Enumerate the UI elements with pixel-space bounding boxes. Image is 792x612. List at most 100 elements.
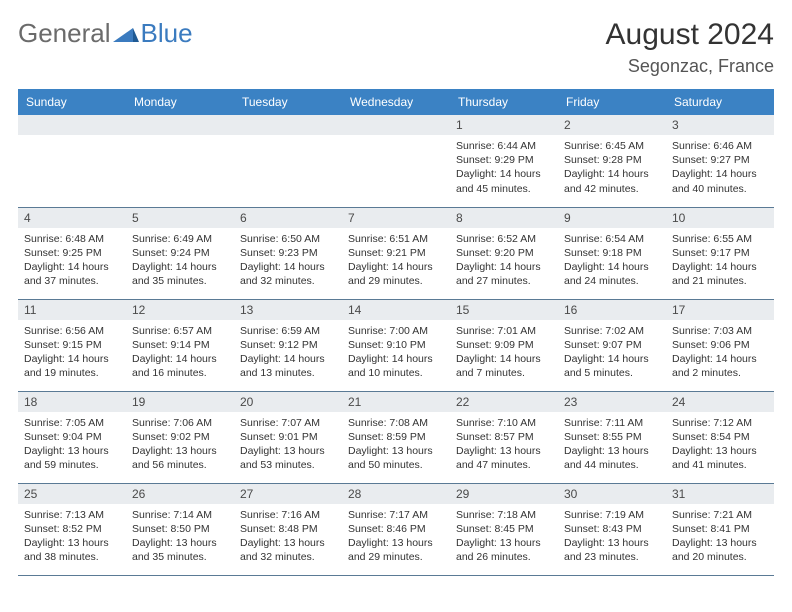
calendar-day-cell: 22Sunrise: 7:10 AMSunset: 8:57 PMDayligh… [450, 391, 558, 483]
day-number: 12 [126, 300, 234, 320]
sunrise-text: Sunrise: 7:14 AM [132, 508, 228, 522]
daylight-text: Daylight: 13 hours and 38 minutes. [24, 536, 120, 564]
day-body [126, 135, 234, 143]
daylight-text: Daylight: 13 hours and 23 minutes. [564, 536, 660, 564]
day-body [18, 135, 126, 143]
sunrise-text: Sunrise: 6:50 AM [240, 232, 336, 246]
day-body: Sunrise: 7:02 AMSunset: 9:07 PMDaylight:… [558, 320, 666, 385]
day-body: Sunrise: 7:11 AMSunset: 8:55 PMDaylight:… [558, 412, 666, 477]
calendar-day-cell: 2Sunrise: 6:45 AMSunset: 9:28 PMDaylight… [558, 115, 666, 207]
sunrise-text: Sunrise: 7:12 AM [672, 416, 768, 430]
calendar-day-cell: 3Sunrise: 6:46 AMSunset: 9:27 PMDaylight… [666, 115, 774, 207]
calendar-day-cell [126, 115, 234, 207]
sunset-text: Sunset: 9:24 PM [132, 246, 228, 260]
day-number: 9 [558, 208, 666, 228]
daylight-text: Daylight: 13 hours and 44 minutes. [564, 444, 660, 472]
sunset-text: Sunset: 9:10 PM [348, 338, 444, 352]
sunset-text: Sunset: 9:18 PM [564, 246, 660, 260]
daylight-text: Daylight: 14 hours and 27 minutes. [456, 260, 552, 288]
day-number: 23 [558, 392, 666, 412]
sunrise-text: Sunrise: 7:13 AM [24, 508, 120, 522]
sunrise-text: Sunrise: 7:21 AM [672, 508, 768, 522]
sunrise-text: Sunrise: 7:02 AM [564, 324, 660, 338]
daylight-text: Daylight: 13 hours and 35 minutes. [132, 536, 228, 564]
day-body: Sunrise: 7:21 AMSunset: 8:41 PMDaylight:… [666, 504, 774, 569]
sunrise-text: Sunrise: 7:07 AM [240, 416, 336, 430]
calendar-day-cell [342, 115, 450, 207]
sunset-text: Sunset: 8:41 PM [672, 522, 768, 536]
sunset-text: Sunset: 9:01 PM [240, 430, 336, 444]
day-body: Sunrise: 6:50 AMSunset: 9:23 PMDaylight:… [234, 228, 342, 293]
day-body: Sunrise: 6:55 AMSunset: 9:17 PMDaylight:… [666, 228, 774, 293]
sunset-text: Sunset: 8:45 PM [456, 522, 552, 536]
calendar-day-cell: 24Sunrise: 7:12 AMSunset: 8:54 PMDayligh… [666, 391, 774, 483]
day-number: 15 [450, 300, 558, 320]
calendar-day-cell: 13Sunrise: 6:59 AMSunset: 9:12 PMDayligh… [234, 299, 342, 391]
sunrise-text: Sunrise: 7:06 AM [132, 416, 228, 430]
calendar-day-cell: 15Sunrise: 7:01 AMSunset: 9:09 PMDayligh… [450, 299, 558, 391]
calendar-day-cell: 8Sunrise: 6:52 AMSunset: 9:20 PMDaylight… [450, 207, 558, 299]
sunset-text: Sunset: 9:12 PM [240, 338, 336, 352]
calendar-week-row: 18 Sunrise: 7:05 AMSunset: 9:04 PM Dayligh… [18, 391, 774, 483]
sunset-text: Sunset: 8:50 PM [132, 522, 228, 536]
day-number: 29 [450, 484, 558, 504]
calendar-day-cell: 21Sunrise: 7:08 AMSunset: 8:59 PMDayligh… [342, 391, 450, 483]
sunset-text: Sunset: 9:07 PM [564, 338, 660, 352]
brand-part1: General [18, 18, 111, 49]
day-number: 1 [450, 115, 558, 135]
sunset-text: Sunset: 8:52 PM [24, 522, 120, 536]
day-number [342, 115, 450, 135]
day-number: 6 [234, 208, 342, 228]
sunrise-text: Sunrise: 6:45 AM [564, 139, 660, 153]
sunrise-text: Sunrise: 7:18 AM [456, 508, 552, 522]
sunset-text: Sunset: 9:09 PM [456, 338, 552, 352]
day-body [234, 135, 342, 143]
day-number: 24 [666, 392, 774, 412]
day-number: 20 [234, 392, 342, 412]
daylight-text: Daylight: 13 hours and 56 minutes. [132, 444, 228, 472]
day-body: Sunrise: 6:45 AMSunset: 9:28 PMDaylight:… [558, 135, 666, 200]
calendar-day-cell: 12Sunrise: 6:57 AMSunset: 9:14 PMDayligh… [126, 299, 234, 391]
day-number: 26 [126, 484, 234, 504]
sunset-text: Sunset: 8:48 PM [240, 522, 336, 536]
day-number: 3 [666, 115, 774, 135]
day-number: 19 [126, 392, 234, 412]
day-number: 25 [18, 484, 126, 504]
daylight-text: Daylight: 13 hours and 26 minutes. [456, 536, 552, 564]
sunset-text: Sunset: 9:06 PM [672, 338, 768, 352]
sunrise-text: Sunrise: 7:05 AM [24, 416, 120, 430]
day-body: Sunrise: 7:03 AMSunset: 9:06 PMDaylight:… [666, 320, 774, 385]
day-number: 18 [18, 392, 126, 412]
calendar-day-cell: 31Sunrise: 7:21 AMSunset: 8:41 PMDayligh… [666, 483, 774, 575]
calendar-day-cell: 7Sunrise: 6:51 AMSunset: 9:21 PMDaylight… [342, 207, 450, 299]
sunrise-text: Sunrise: 7:16 AM [240, 508, 336, 522]
sunset-text: Sunset: 9:04 PM [24, 430, 120, 444]
sunset-text: Sunset: 9:20 PM [456, 246, 552, 260]
daylight-text: Daylight: 14 hours and 32 minutes. [240, 260, 336, 288]
day-body [342, 135, 450, 143]
day-body: Sunrise: 7:12 AMSunset: 8:54 PMDaylight:… [666, 412, 774, 477]
sunrise-text: Sunrise: 6:59 AM [240, 324, 336, 338]
daylight-text: Daylight: 14 hours and 13 minutes. [240, 352, 336, 380]
day-number: 28 [342, 484, 450, 504]
day-body: Sunrise: 6:54 AMSunset: 9:18 PMDaylight:… [558, 228, 666, 293]
sunset-text: Sunset: 8:57 PM [456, 430, 552, 444]
day-body: Sunrise: 6:52 AMSunset: 9:20 PMDaylight:… [450, 228, 558, 293]
calendar-day-cell: 11Sunrise: 6:56 AMSunset: 9:15 PMDayligh… [18, 299, 126, 391]
daylight-text: Daylight: 13 hours and 32 minutes. [240, 536, 336, 564]
sunset-text: Sunset: 9:17 PM [672, 246, 768, 260]
calendar-day-cell [234, 115, 342, 207]
sunrise-text: Sunrise: 7:08 AM [348, 416, 444, 430]
calendar-day-cell: 17Sunrise: 7:03 AMSunset: 9:06 PMDayligh… [666, 299, 774, 391]
calendar-day-cell: 6Sunrise: 6:50 AMSunset: 9:23 PMDaylight… [234, 207, 342, 299]
sunrise-text: Sunrise: 6:49 AM [132, 232, 228, 246]
sunrise-text: Sunrise: 7:19 AM [564, 508, 660, 522]
day-number: 14 [342, 300, 450, 320]
daylight-text: Daylight: 13 hours and 20 minutes. [672, 536, 768, 564]
daylight-text: Daylight: 14 hours and 45 minutes. [456, 167, 552, 195]
day-body: Sunrise: 6:51 AMSunset: 9:21 PMDaylight:… [342, 228, 450, 293]
weekday-header: Thursday [450, 89, 558, 115]
day-number: 27 [234, 484, 342, 504]
day-number: 10 [666, 208, 774, 228]
sunset-text: Sunset: 9:23 PM [240, 246, 336, 260]
